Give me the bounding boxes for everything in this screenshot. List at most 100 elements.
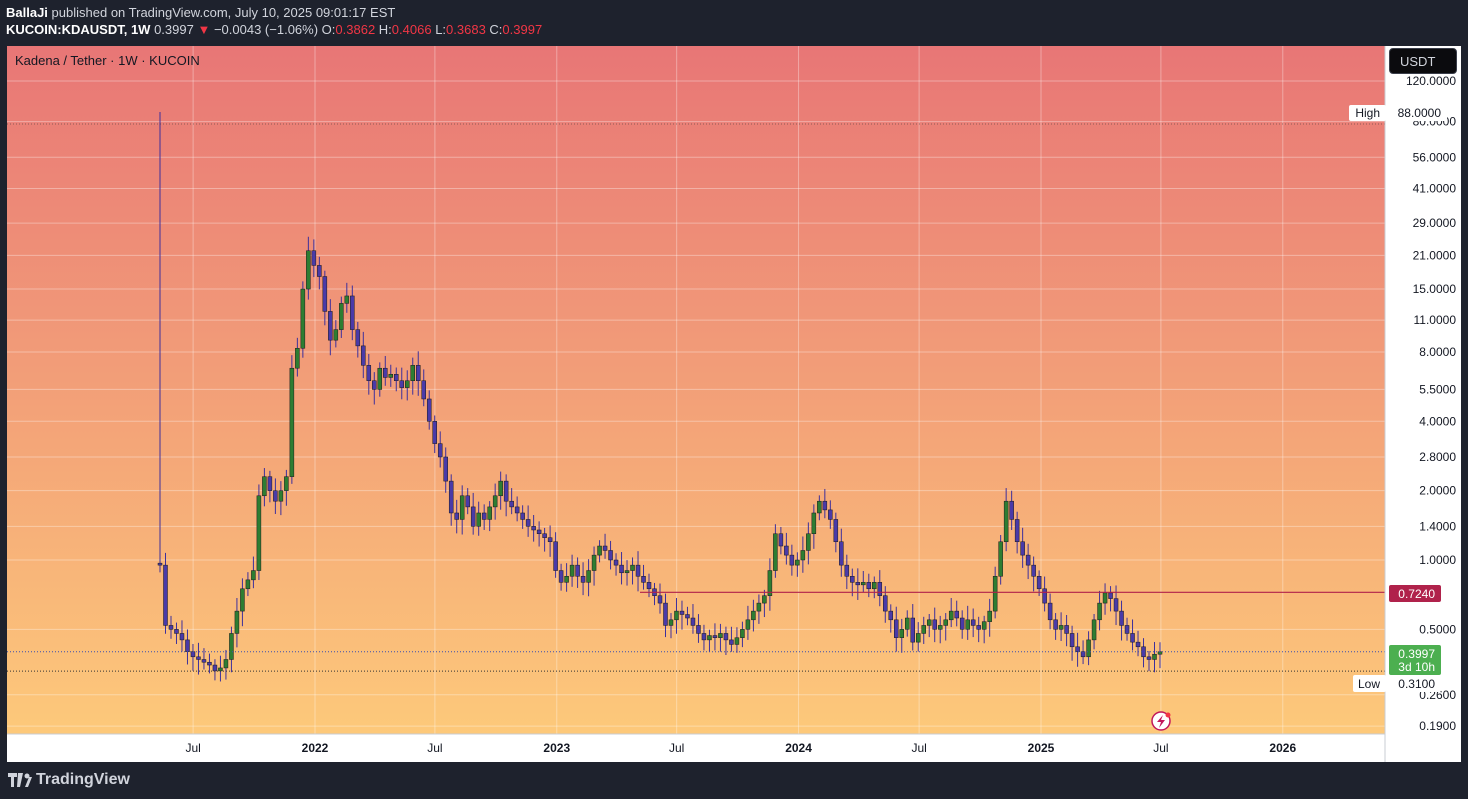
- candle-up: [965, 619, 970, 630]
- price-tick-label: 4.0000: [1419, 414, 1456, 428]
- high-label-tag-box: [1349, 105, 1386, 121]
- candle-down: [679, 610, 685, 615]
- candle-up: [218, 667, 223, 672]
- candle-up: [377, 367, 383, 390]
- candle-down: [976, 625, 981, 630]
- time-tick-label: 2025: [1028, 741, 1055, 755]
- candle-up: [284, 476, 289, 491]
- time-tick-label: 2023: [543, 741, 570, 755]
- plot-background: [7, 46, 1385, 734]
- candle-up: [745, 619, 751, 630]
- candle-down: [1146, 656, 1152, 660]
- candle-up: [1086, 639, 1091, 658]
- lightning-icon[interactable]: [1151, 711, 1171, 731]
- tradingview-logo[interactable]: TradingView: [8, 771, 130, 789]
- candle-up: [624, 570, 630, 574]
- candle-down: [855, 582, 861, 586]
- candle-down: [1075, 646, 1080, 652]
- candle-down: [690, 617, 696, 626]
- tradingview-logo-icon: [8, 773, 32, 787]
- symbol-info: KUCOIN:KDAUSDT, 1W 0.3997 ▼ −0.0043 (−1.…: [6, 22, 542, 37]
- candle-up: [410, 365, 415, 381]
- candle-down: [201, 659, 207, 663]
- candle-down: [828, 509, 833, 520]
- candle-down: [514, 506, 520, 514]
- candles-group: [157, 112, 1163, 682]
- candle-down: [481, 512, 487, 520]
- candle-down: [1020, 541, 1025, 556]
- candle-up: [1058, 625, 1064, 630]
- time-tick-label: 2022: [302, 741, 329, 755]
- candle-up: [926, 619, 932, 626]
- candle-up: [262, 476, 267, 497]
- candle-up: [223, 659, 229, 669]
- time-tick-label: 2026: [1269, 741, 1296, 755]
- candle-down: [932, 619, 937, 630]
- candle-down: [641, 576, 646, 583]
- close-label: C:: [489, 22, 503, 37]
- candle-down: [421, 380, 426, 400]
- candle-up: [987, 610, 992, 622]
- candle-up: [245, 579, 251, 590]
- candle-up: [256, 495, 262, 571]
- candle-up: [1102, 592, 1108, 604]
- candle-down: [394, 374, 399, 381]
- candle-down: [635, 564, 641, 577]
- candle-up: [767, 570, 773, 596]
- candle-down: [322, 276, 328, 312]
- candle-down: [372, 380, 377, 390]
- candle-down: [465, 495, 470, 508]
- time-tick-label: Jul: [669, 741, 684, 755]
- tradingview-brand: TradingView: [36, 771, 130, 788]
- candle-down: [317, 265, 322, 277]
- candle-down: [207, 661, 212, 666]
- candle-down: [328, 311, 333, 341]
- candle-up: [459, 495, 465, 520]
- candle-up: [388, 374, 394, 378]
- low-value-tag: 0.3100: [1398, 677, 1435, 691]
- candle-down: [723, 633, 729, 641]
- candle-up: [492, 495, 498, 508]
- candle-down: [547, 537, 553, 543]
- candle-down: [839, 541, 844, 566]
- price-tick-label: 15.0000: [1413, 282, 1457, 296]
- candle-down: [196, 656, 201, 660]
- price-tick-label: 0.1900: [1419, 719, 1456, 733]
- candle-down: [1042, 588, 1047, 604]
- candle-up: [278, 490, 284, 502]
- candle-up: [740, 629, 745, 638]
- open-value: 0.3862: [335, 22, 376, 37]
- candle-down: [712, 635, 718, 638]
- currency-button[interactable]: USDT: [1389, 48, 1457, 74]
- candle-up: [817, 500, 822, 514]
- candle-up: [564, 576, 569, 583]
- price-tick-label: 56.0000: [1413, 150, 1457, 164]
- candle-up: [811, 512, 817, 534]
- time-axis[interactable]: Jul 2022 Jul 2023 Jul 2024 Jul 2025 Jul 2026: [185, 741, 1296, 755]
- candle-up: [921, 625, 926, 634]
- candle-down: [1080, 651, 1086, 658]
- current-price-box: [1389, 645, 1441, 675]
- price-tick-label: 2.8000: [1419, 450, 1456, 464]
- candle-down: [619, 564, 624, 574]
- candle-up: [344, 295, 350, 304]
- candle-down: [844, 564, 850, 577]
- low-label-tag: Low: [1358, 677, 1380, 691]
- candle-up: [943, 619, 948, 626]
- price-tick-label: 11.0000: [1414, 313, 1457, 327]
- time-tick-label: Jul: [427, 741, 442, 755]
- candle-down: [1124, 625, 1130, 634]
- candle-up: [992, 576, 998, 612]
- chart-legend-title: Kadena / Tether · 1W · KUCOIN: [15, 53, 200, 68]
- open-label: O:: [321, 22, 336, 37]
- candle-down: [1064, 625, 1069, 634]
- candle-down: [531, 526, 536, 531]
- candle-down: [1113, 598, 1119, 612]
- candle-down: [383, 367, 388, 378]
- candle-up: [240, 588, 245, 612]
- candle-down: [1009, 500, 1014, 520]
- candle-up: [597, 545, 602, 556]
- time-tick-label: 2024: [785, 741, 812, 755]
- candle-down: [729, 639, 734, 645]
